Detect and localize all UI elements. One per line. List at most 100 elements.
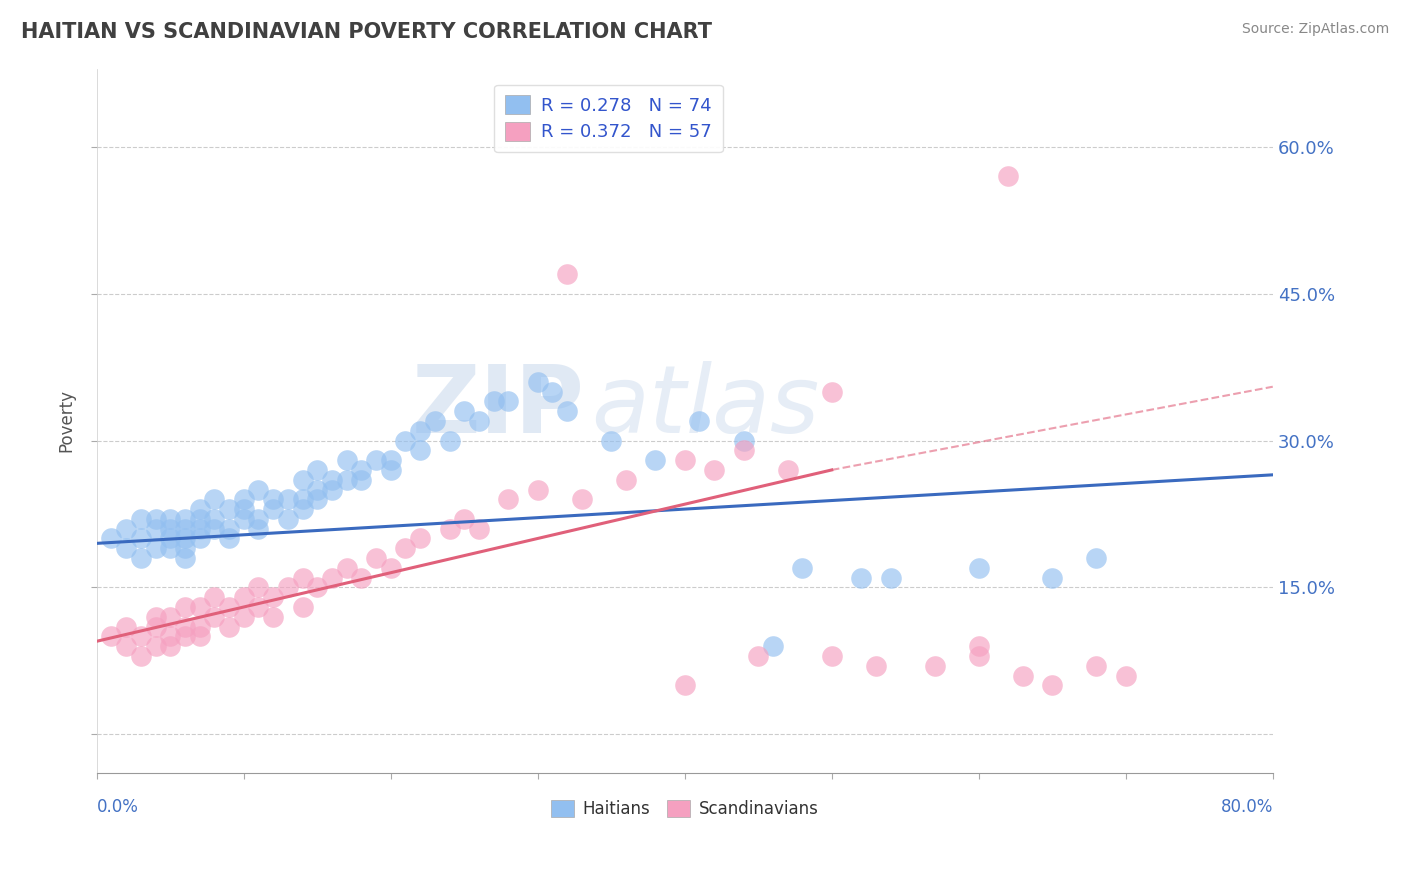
Point (115, 541, 138, 556)
Point (232, 492, 254, 507)
Point (232, 512, 254, 526)
Point (776, 463, 799, 477)
Point (218, 599, 240, 614)
Point (865, 658, 887, 673)
Text: HAITIAN VS SCANDINAVIAN POVERTY CORRELATION CHART: HAITIAN VS SCANDINAVIAN POVERTY CORRELAT… (21, 22, 711, 42)
Y-axis label: Poverty: Poverty (58, 390, 75, 452)
Point (247, 512, 270, 526)
Point (291, 473, 314, 487)
Point (526, 483, 548, 497)
Text: Source: ZipAtlas.com: Source: ZipAtlas.com (1241, 22, 1389, 37)
Point (792, 561, 814, 575)
Point (188, 532, 211, 546)
Point (145, 541, 167, 556)
Point (380, 463, 402, 477)
Point (439, 434, 461, 448)
Point (747, 648, 769, 663)
Point (202, 591, 225, 605)
Point (1011, 668, 1033, 682)
Point (174, 522, 197, 536)
Point (115, 522, 138, 536)
Legend: Haitians, Scandinavians: Haitians, Scandinavians (544, 794, 825, 825)
Point (247, 581, 270, 595)
Point (571, 492, 593, 507)
Point (188, 522, 211, 536)
Point (849, 571, 872, 585)
Point (1115, 668, 1137, 682)
Point (188, 619, 211, 633)
Point (247, 483, 270, 497)
Point (453, 512, 475, 526)
Point (307, 463, 329, 477)
Point (174, 532, 197, 546)
Point (526, 375, 548, 389)
Point (188, 512, 211, 526)
Point (159, 609, 181, 624)
Point (423, 414, 446, 428)
Point (159, 522, 181, 536)
Point (188, 502, 211, 516)
Point (409, 532, 432, 546)
Point (967, 648, 990, 663)
Point (336, 561, 359, 575)
Point (541, 384, 564, 399)
Point (307, 492, 329, 507)
Point (159, 541, 181, 556)
Point (555, 267, 578, 281)
Point (321, 483, 343, 497)
Point (100, 629, 122, 643)
Point (218, 522, 240, 536)
Point (307, 581, 329, 595)
Point (262, 609, 284, 624)
Point (733, 434, 755, 448)
Point (644, 453, 666, 467)
Point (100, 532, 122, 546)
Point (232, 609, 254, 624)
Point (453, 404, 475, 418)
Point (439, 522, 461, 536)
Point (879, 571, 901, 585)
Point (409, 443, 432, 458)
Point (174, 629, 197, 643)
Point (188, 629, 211, 643)
Point (202, 522, 225, 536)
Point (262, 502, 284, 516)
Point (821, 648, 844, 663)
Point (1085, 551, 1108, 566)
Point (1085, 658, 1108, 673)
Text: atlas: atlas (591, 361, 818, 452)
Point (350, 571, 373, 585)
Point (174, 599, 197, 614)
Point (202, 609, 225, 624)
Point (614, 473, 637, 487)
Point (291, 599, 314, 614)
Point (468, 522, 491, 536)
Point (924, 658, 946, 673)
Point (733, 443, 755, 458)
Point (218, 532, 240, 546)
Point (821, 384, 844, 399)
Point (262, 492, 284, 507)
Point (380, 453, 402, 467)
Point (967, 639, 990, 653)
Point (277, 512, 299, 526)
Point (673, 678, 696, 692)
Point (232, 502, 254, 516)
Point (291, 571, 314, 585)
Point (321, 473, 343, 487)
Point (159, 629, 181, 643)
Point (145, 609, 167, 624)
Point (336, 473, 359, 487)
Point (202, 512, 225, 526)
Point (159, 512, 181, 526)
Text: ZIP: ZIP (412, 361, 585, 453)
Point (762, 639, 785, 653)
Point (997, 169, 1019, 184)
Point (555, 404, 578, 418)
Point (129, 551, 152, 566)
Point (159, 639, 181, 653)
Point (232, 591, 254, 605)
Point (673, 453, 696, 467)
Point (380, 561, 402, 575)
Point (321, 571, 343, 585)
